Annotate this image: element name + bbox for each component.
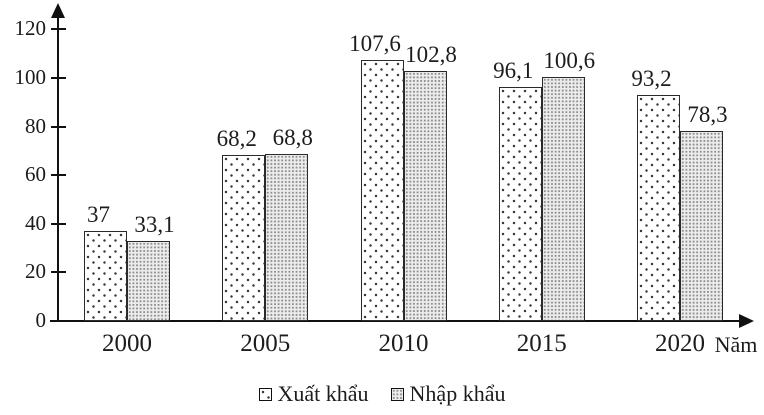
- y-axis-tick: [51, 271, 66, 274]
- y-tick-label: 120: [14, 16, 47, 41]
- legend-label: Xuất khẩu: [277, 381, 369, 406]
- legend-item: Xuất khẩu: [258, 381, 369, 407]
- bar-nhap-khau-2000: [127, 240, 170, 321]
- bar-value-label: 33,1: [134, 211, 175, 237]
- bar-value-label: 93,2: [631, 65, 672, 91]
- y-axis-arrow-icon: [51, 3, 65, 18]
- bar-xuat-khau-2020: [637, 94, 680, 321]
- y-tick-label: 100: [14, 65, 47, 89]
- legend-label: Nhập khẩu: [409, 381, 506, 406]
- export-swatch-icon: [258, 387, 272, 401]
- bar-value-label: 107,6: [349, 30, 401, 56]
- y-axis-tick: [51, 77, 66, 79]
- bar-nhap-khau-2020: [680, 130, 723, 321]
- legend: Xuất khẩu Nhập khẩu: [0, 381, 764, 407]
- bar-xuat-khau-2005: [222, 155, 266, 321]
- bar-nhap-khau-2015: [541, 76, 585, 321]
- bar-value-label: 96,1: [493, 58, 534, 84]
- bar-xuat-khau-2010: [360, 59, 404, 321]
- x-tick-label: 2020: [655, 330, 705, 357]
- y-axis-tick: [51, 125, 66, 128]
- bar-nhap-khau-2005: [265, 153, 309, 321]
- bar-value-label: 100,6: [543, 47, 596, 73]
- y-axis-tick: [51, 222, 66, 225]
- x-tick-label: 2005: [240, 330, 291, 357]
- bar-value-label: 68,8: [272, 124, 313, 150]
- y-tick-label: 40: [25, 210, 46, 235]
- bar-value-label: 78,3: [687, 101, 728, 127]
- y-axis-tick: [51, 174, 66, 177]
- y-tick-label: 80: [25, 113, 46, 138]
- y-tick-label: 20: [25, 259, 46, 284]
- import-swatch-icon: [390, 387, 404, 401]
- x-axis-arrow-icon: [739, 314, 754, 328]
- x-tick-label: 2015: [516, 330, 567, 357]
- bar-value-label: 37: [87, 202, 110, 228]
- bar-xuat-khau-2000: [84, 231, 127, 321]
- bar-value-label: 102,8: [405, 42, 457, 68]
- bar-nhap-khau-2010: [403, 71, 447, 321]
- x-axis-line: [50, 320, 740, 322]
- x-tick-label: 2010: [378, 330, 429, 357]
- y-tick-label: 60: [25, 162, 46, 187]
- x-tick-label: 2000: [102, 330, 152, 357]
- y-tick-label: 0: [35, 308, 47, 332]
- legend-item: Nhập khẩu: [390, 381, 506, 407]
- bar-value-label: 68,2: [216, 126, 257, 152]
- y-axis-tick: [51, 28, 66, 31]
- bar-xuat-khau-2015: [498, 87, 542, 321]
- y-axis-line: [57, 13, 59, 322]
- x-axis-title: Năm: [714, 332, 758, 357]
